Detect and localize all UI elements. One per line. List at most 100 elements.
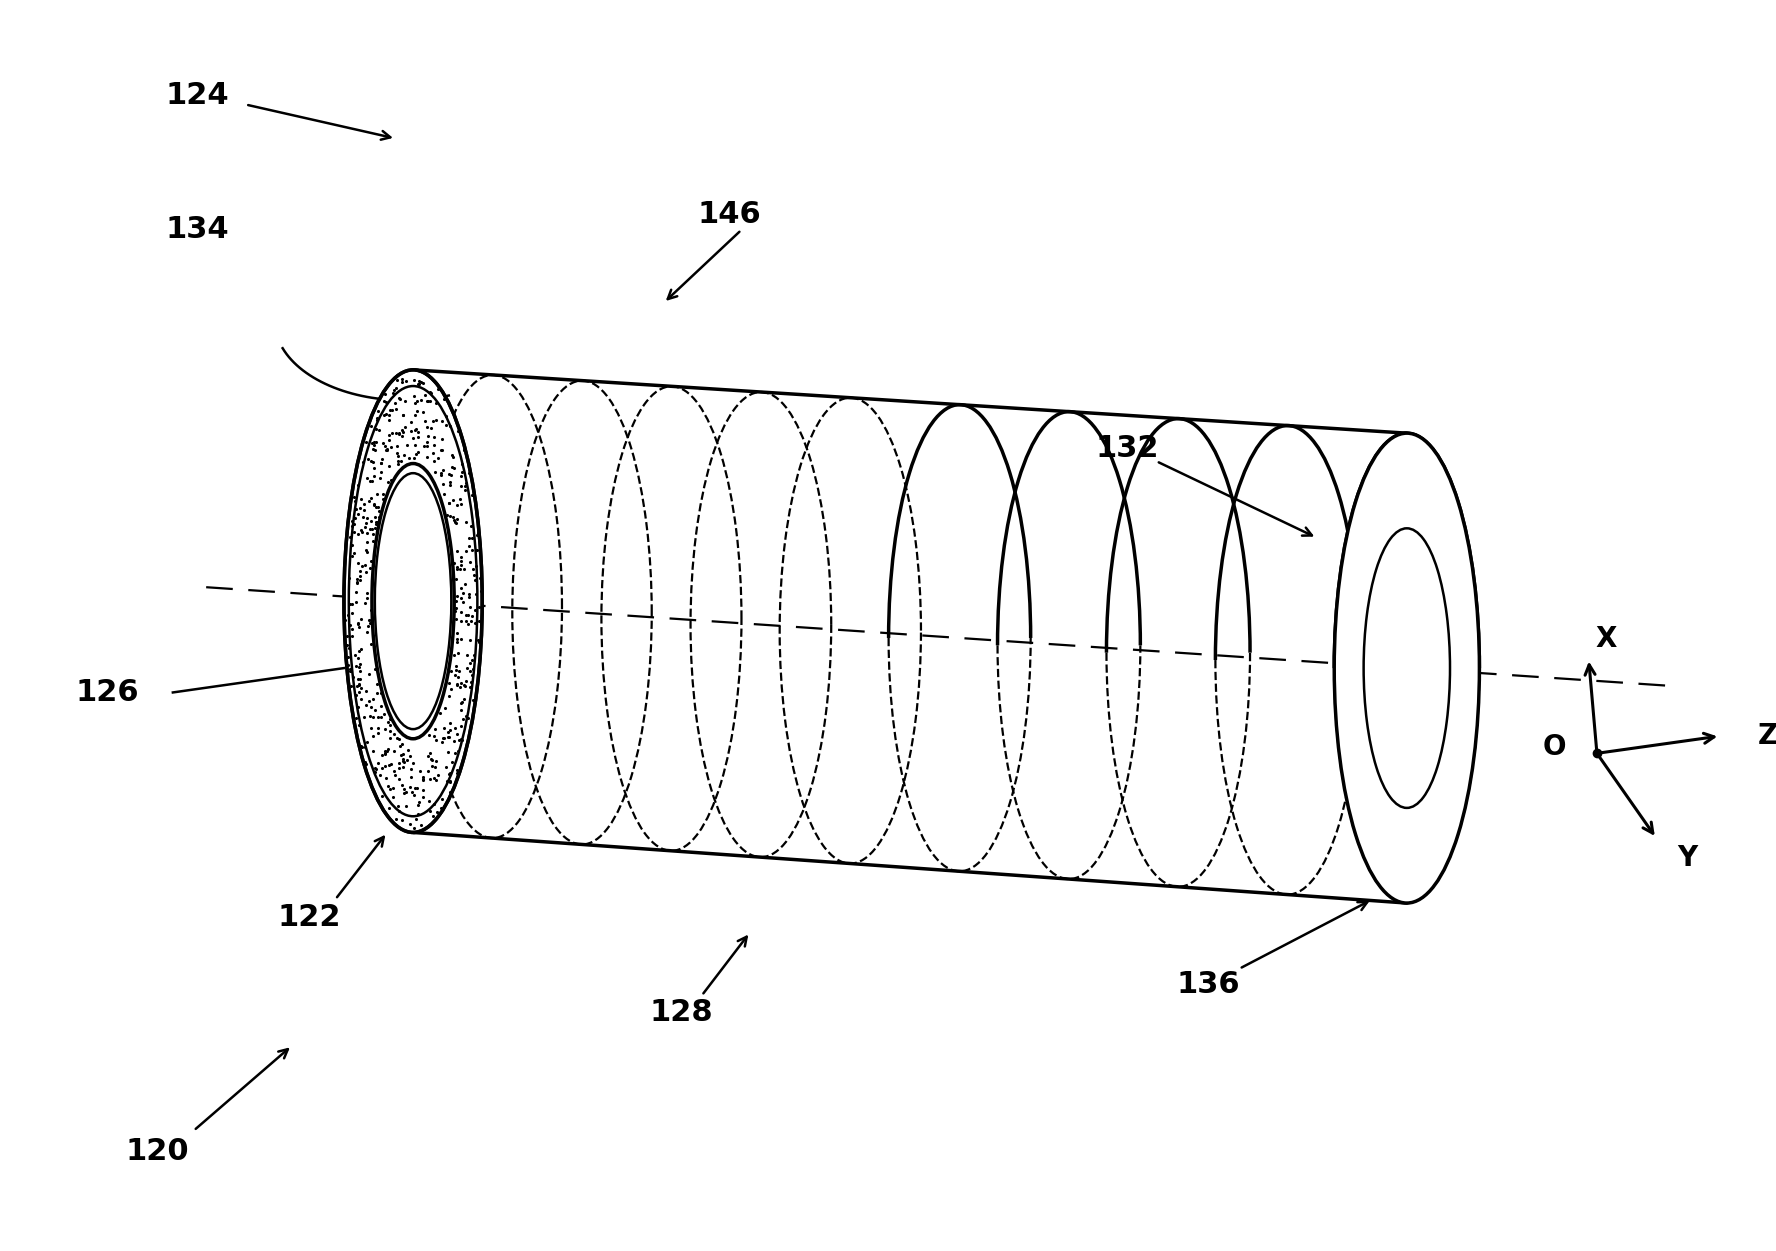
Point <box>361 465 389 485</box>
Point <box>334 636 362 656</box>
Point <box>428 789 456 809</box>
Point <box>403 778 432 798</box>
Point <box>359 452 387 472</box>
Point <box>435 493 464 513</box>
Point <box>375 429 403 449</box>
Point <box>384 728 412 748</box>
Point <box>371 384 400 404</box>
Point <box>435 464 464 484</box>
Point <box>368 696 396 716</box>
Point <box>384 447 412 467</box>
Point <box>440 664 469 684</box>
Point <box>385 389 414 409</box>
Point <box>362 759 391 779</box>
Point <box>430 728 458 748</box>
Point <box>410 385 439 405</box>
Point <box>387 809 416 829</box>
Point <box>353 508 382 528</box>
Point <box>414 762 442 782</box>
Point <box>382 378 410 398</box>
Ellipse shape <box>345 370 483 832</box>
Point <box>426 798 455 818</box>
Point <box>448 547 476 567</box>
Point <box>355 490 384 510</box>
Text: 128: 128 <box>650 998 712 1027</box>
Point <box>421 794 449 814</box>
Point <box>364 410 392 430</box>
Point <box>410 412 439 432</box>
Point <box>343 569 371 589</box>
Point <box>343 524 371 544</box>
Point <box>346 569 375 589</box>
Point <box>423 802 451 822</box>
Point <box>385 423 414 443</box>
Point <box>416 382 444 402</box>
Point <box>366 420 394 440</box>
Point <box>348 557 377 577</box>
Ellipse shape <box>1334 433 1479 903</box>
Point <box>401 809 430 829</box>
Point <box>334 654 362 674</box>
Point <box>444 422 472 442</box>
Point <box>353 583 382 603</box>
Point <box>339 543 368 563</box>
Point <box>359 727 387 747</box>
Point <box>435 507 464 527</box>
Point <box>433 505 462 525</box>
Point <box>337 545 366 565</box>
Point <box>392 370 421 390</box>
Point <box>462 584 490 604</box>
Point <box>357 552 385 572</box>
Point <box>442 759 471 779</box>
Point <box>437 772 465 792</box>
Point <box>403 392 432 412</box>
Text: 134: 134 <box>165 215 229 244</box>
Point <box>391 752 419 772</box>
Point <box>348 737 377 757</box>
Point <box>384 450 412 470</box>
Point <box>377 714 405 734</box>
Point <box>455 597 483 617</box>
Point <box>337 619 366 639</box>
Point <box>352 593 380 613</box>
Point <box>357 452 385 472</box>
Point <box>359 741 387 761</box>
Point <box>440 602 469 622</box>
Point <box>440 509 469 529</box>
Point <box>330 609 359 629</box>
Point <box>369 484 398 504</box>
Point <box>444 742 472 762</box>
Text: 136: 136 <box>1176 970 1240 1000</box>
Point <box>442 763 471 783</box>
Point <box>440 732 469 752</box>
Point <box>387 427 416 447</box>
Point <box>391 417 419 437</box>
Point <box>337 535 366 555</box>
Point <box>364 753 392 773</box>
Point <box>352 752 380 772</box>
Point <box>412 417 440 437</box>
Point <box>428 474 456 494</box>
Point <box>414 747 442 767</box>
Point <box>456 653 485 673</box>
Point <box>448 588 476 608</box>
Point <box>392 782 421 802</box>
Point <box>451 707 480 727</box>
Point <box>458 559 487 579</box>
Point <box>353 615 382 636</box>
Point <box>401 434 430 454</box>
Point <box>375 409 403 429</box>
Point <box>355 470 384 490</box>
Point <box>408 403 437 423</box>
Point <box>442 540 471 560</box>
Point <box>346 489 375 509</box>
Point <box>437 465 465 485</box>
Text: X: X <box>1595 624 1616 653</box>
Point <box>346 661 375 681</box>
Point <box>451 479 480 499</box>
Point <box>345 673 373 693</box>
Point <box>432 405 460 425</box>
Point <box>353 468 382 488</box>
Point <box>366 683 394 703</box>
Point <box>439 447 467 467</box>
